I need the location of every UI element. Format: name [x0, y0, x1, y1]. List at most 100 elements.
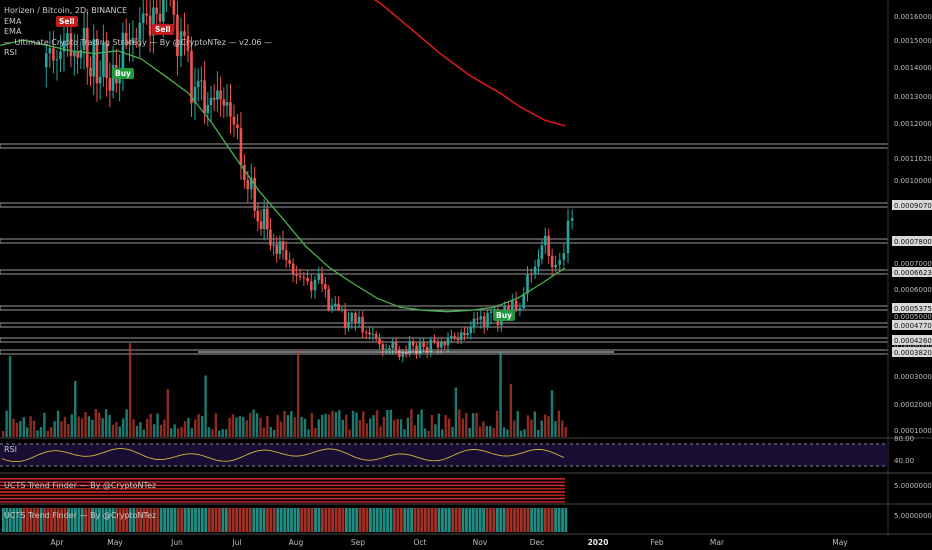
volume-bar [303, 418, 307, 437]
time-axis-label: Mar [710, 538, 725, 547]
candle-body [518, 308, 522, 311]
candle-body [124, 32, 128, 41]
volume-bar [118, 426, 122, 437]
candle-body [320, 274, 324, 285]
trend-finder-bar [255, 508, 259, 532]
volume-bar [115, 421, 118, 437]
trend-finder-bar [29, 508, 33, 532]
volume-bar [341, 419, 344, 437]
trend-finder-bar [461, 508, 465, 532]
trend-finder-bar [259, 508, 263, 532]
volume-bar [19, 421, 22, 437]
time-axis-label: Apr [51, 538, 65, 547]
trend-finder-bar [502, 508, 506, 532]
trend-finder-stripe [0, 494, 565, 497]
volume-bar [300, 416, 303, 437]
trend-finder-bar [465, 508, 468, 532]
trend-finder-bar [458, 508, 461, 532]
volume-bar [406, 417, 410, 437]
volume-bar [91, 419, 94, 437]
volume-bar [163, 419, 166, 437]
trend-finder-bar [279, 508, 283, 532]
volume-bar [283, 410, 286, 437]
trend-finder-bar [547, 508, 551, 532]
trend-finder-bar [91, 508, 94, 532]
volume-bar [125, 409, 128, 437]
support-resistance-level [0, 305, 889, 311]
volume-bar [427, 430, 430, 437]
candle-body [418, 342, 422, 355]
volume-bar [180, 426, 183, 437]
trend-finder-bar [176, 508, 180, 532]
trend-finder-bar [104, 508, 108, 532]
volume-bar [362, 411, 365, 437]
candle-body [200, 80, 203, 82]
trend-finder-bar [327, 508, 331, 532]
candle-body [540, 245, 544, 260]
candle-body [135, 38, 138, 40]
volume-bar [468, 427, 471, 437]
volume-bar [190, 428, 194, 437]
volume-bar [519, 430, 523, 437]
volume-bar [200, 415, 204, 437]
time-axis-label: Jul [231, 538, 241, 547]
candle-body [239, 128, 243, 165]
legend-rsi: RSI [4, 48, 17, 57]
trend-finder-bar [286, 508, 290, 532]
trend-finder-bar [345, 508, 348, 532]
trend-finder-bar [228, 508, 232, 532]
trend-finder-bar [139, 508, 142, 532]
candle-body [66, 33, 69, 41]
trend-finder-bar [115, 508, 118, 532]
volume-bar [29, 416, 32, 437]
trend-finder-bar [554, 508, 558, 532]
trend-finder-bar [132, 508, 136, 532]
rsi-line [1, 448, 565, 463]
trend-finder-bar [334, 508, 338, 532]
trend-finder-bar [543, 508, 547, 532]
candle-body [232, 116, 236, 125]
volume-bar [396, 419, 399, 437]
volume-bar [12, 418, 15, 437]
candle-body [466, 333, 469, 336]
trend-finder-bar [118, 508, 122, 532]
volume-bar [355, 412, 358, 437]
volume-bar [235, 417, 238, 437]
volume-bar [307, 429, 310, 437]
trend-finder-bar [307, 508, 311, 532]
candle-body [52, 48, 55, 61]
candle-body [333, 303, 337, 307]
volume-bar [152, 424, 156, 437]
volume-bar [386, 410, 389, 437]
candle-body [537, 259, 540, 267]
volume-bar [139, 422, 142, 437]
trend-finder-bar [245, 508, 249, 532]
trend-finder-tick-label: 5.00000000 [894, 512, 932, 520]
trend-finder-bar [197, 508, 201, 532]
trend-finder-bar [152, 508, 156, 532]
trend-finder-bar [122, 508, 125, 532]
trend-finder-bar [427, 508, 431, 532]
trend-finder-bar [290, 508, 293, 532]
volume-bar [146, 418, 149, 437]
trend-finder-bar [87, 508, 91, 532]
volume-bar [399, 419, 403, 437]
trend-finder-bar [434, 508, 437, 532]
candle-body [526, 273, 529, 294]
trend-finder-bar [32, 508, 36, 532]
candle-body [391, 342, 395, 349]
trend-finder-bar [372, 508, 376, 532]
volume-bar [513, 420, 516, 437]
volume-bar [403, 429, 406, 437]
candle-body [190, 50, 193, 104]
trend-finder-bar [98, 508, 101, 532]
volume-bar [214, 413, 218, 437]
candle-body [284, 250, 288, 261]
volume-bar [94, 409, 98, 437]
trend-finder-bar [266, 508, 269, 532]
volume-bar [523, 429, 526, 437]
trend-finder-bar [276, 508, 280, 532]
candle-body [443, 342, 446, 346]
